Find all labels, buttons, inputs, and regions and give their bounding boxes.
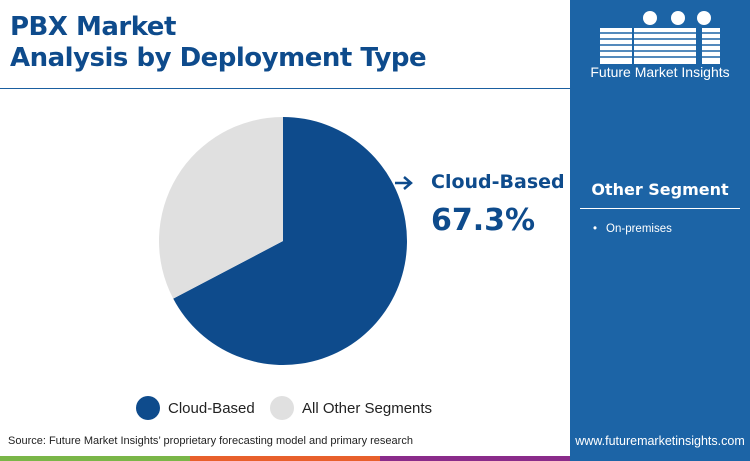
website-link[interactable]: www.futuremarketinsights.com <box>575 434 745 448</box>
title-divider <box>0 88 570 89</box>
pie-slice-all-other-segments <box>159 117 283 299</box>
callout-value: 67.3% <box>431 203 536 238</box>
title-line-2: Analysis by Deployment Type <box>10 43 427 73</box>
callout-label: Cloud-Based <box>431 171 565 193</box>
pie-chart <box>159 117 413 365</box>
footer-bar-green <box>0 456 190 461</box>
title-line-1: PBX Market <box>10 12 176 42</box>
other-segment-item: On-premises <box>593 223 672 235</box>
legend-item-other: All Other Segments <box>270 396 432 420</box>
callout-arrow-icon <box>395 176 413 190</box>
other-segment-divider <box>580 208 740 209</box>
legend-label: All Other Segments <box>302 399 433 417</box>
logo-text: Future Market Insights <box>590 64 730 80</box>
page-title: PBX Market Analysis by Deployment Type <box>10 12 427 74</box>
footer-bar-purple <box>380 456 570 461</box>
legend-label: Cloud-Based <box>168 399 255 417</box>
legend-swatch <box>136 396 160 420</box>
other-segment-heading: Other Segment <box>591 180 729 199</box>
legend-swatch <box>270 396 294 420</box>
legend-item-cloud: Cloud-Based <box>136 396 255 420</box>
pie-slice-cloud-based <box>173 117 407 365</box>
source-note: Source: Future Market Insights’ propriet… <box>8 435 413 447</box>
fmi-logo-icon <box>598 11 723 64</box>
footer-bar-orange <box>190 456 380 461</box>
